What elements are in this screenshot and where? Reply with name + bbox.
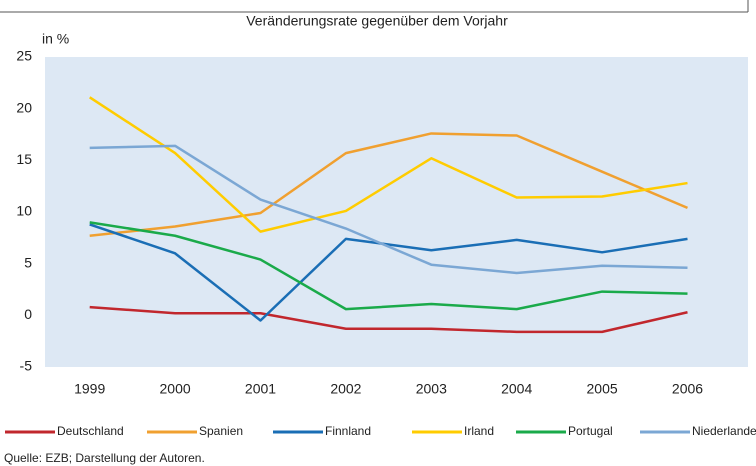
y-tick-label: -5: [20, 358, 33, 374]
y-tick-label: 25: [16, 48, 32, 64]
x-tick-label: 2006: [672, 381, 703, 397]
series-line: [89, 305, 688, 334]
source: Quelle: EZB; Darstellung der Autoren.: [4, 451, 205, 465]
x-tick-label: 2002: [330, 381, 361, 397]
x-tick-label: 2003: [416, 381, 447, 397]
y-axis-label: in %: [42, 31, 69, 47]
x-tick-label: 2001: [245, 381, 276, 397]
legend-label: Finnland: [325, 424, 371, 438]
x-tick-label: 2000: [160, 381, 191, 397]
plot-background: [45, 57, 748, 367]
series-line: [89, 132, 688, 238]
y-tick-label: 10: [16, 203, 32, 219]
series-line: [89, 144, 688, 275]
x-tick-label: 2005: [587, 381, 618, 397]
series-line: [89, 223, 688, 322]
legend-label: Niederlande: [692, 424, 756, 438]
legend-label: Deutschland: [57, 424, 124, 438]
legend-label: Spanien: [199, 424, 243, 438]
y-tick-label: 20: [16, 99, 32, 115]
y-tick-label: 0: [24, 306, 32, 322]
x-tick-label: 2004: [501, 381, 532, 397]
legend-label: Portugal: [568, 424, 613, 438]
y-tick-label: 15: [16, 151, 32, 167]
series-line: [89, 96, 688, 233]
chart-title: Veränderungsrate gegenüber dem Vorjahr: [246, 13, 508, 29]
series-line: [89, 221, 688, 311]
y-tick-label: 5: [24, 254, 32, 270]
x-tick-label: 1999: [74, 381, 105, 397]
legend-label: Irland: [464, 424, 494, 438]
